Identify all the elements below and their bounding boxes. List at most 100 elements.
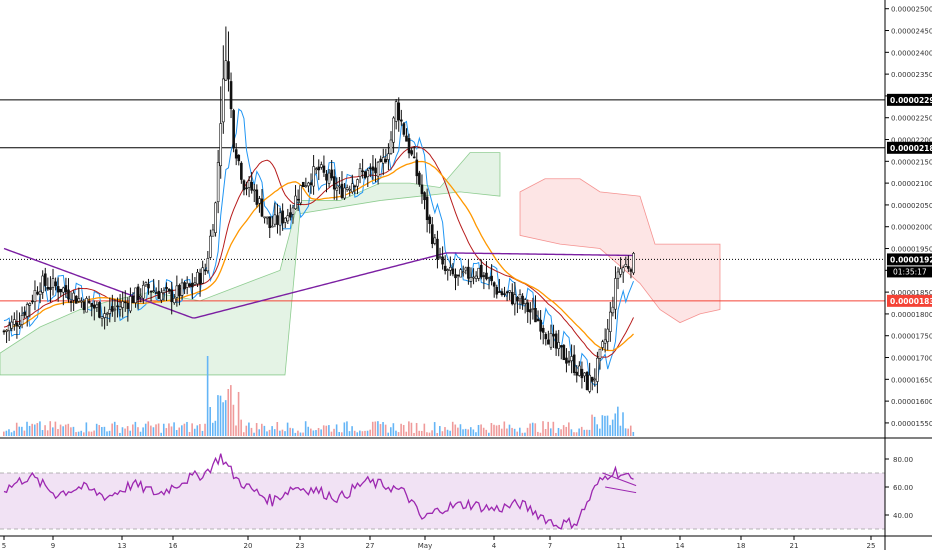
candle-body — [518, 294, 522, 300]
horizontal-levels — [0, 99, 885, 302]
candle-body — [322, 165, 326, 173]
time-tick-label: 11 — [617, 542, 626, 550]
candle-body — [152, 290, 155, 293]
volume-bar — [410, 422, 413, 436]
volume-bar — [75, 432, 77, 436]
volume-bar — [549, 428, 552, 436]
candle-body — [596, 357, 599, 382]
candle-body — [242, 180, 246, 191]
candle-body — [172, 297, 176, 304]
volume-bar — [28, 425, 31, 436]
candle-body — [606, 328, 610, 342]
volume-bar — [542, 421, 544, 436]
price-tick-label: 0.00001650 — [891, 376, 932, 384]
volume-bar — [609, 425, 611, 436]
candle-body — [206, 258, 210, 272]
candle-body — [348, 188, 352, 191]
candle-body — [126, 302, 130, 309]
candle-body — [430, 224, 434, 245]
candle-body — [229, 81, 233, 110]
volume-bar — [248, 422, 250, 436]
volume-bar — [477, 424, 480, 436]
candle-body — [281, 210, 284, 224]
volume-bar — [598, 428, 601, 436]
candle-body — [214, 202, 217, 233]
candle-body — [539, 319, 542, 332]
price-tick-label: 0.00002100 — [891, 180, 932, 188]
candle-body — [611, 306, 615, 314]
volume-bar — [36, 423, 39, 436]
candle-body — [456, 274, 460, 277]
volume-bar — [526, 427, 529, 436]
candle-body — [258, 198, 261, 204]
candle-body — [56, 286, 60, 293]
candle-body — [178, 285, 181, 297]
volume-bar — [379, 424, 382, 436]
volume-bar — [242, 432, 245, 436]
volume-bar — [539, 432, 542, 436]
rsi-tick-label: 40.00 — [893, 512, 913, 520]
candle-body — [170, 289, 173, 303]
volume-bar — [101, 427, 103, 436]
candle-body — [516, 297, 519, 302]
candle-body — [492, 282, 496, 287]
candle-body — [191, 282, 194, 288]
volume-bar — [132, 424, 134, 436]
volume-bar — [570, 429, 573, 436]
volume-bar — [395, 430, 397, 436]
candle-body — [33, 290, 37, 302]
candle-body — [198, 272, 202, 285]
volume-bar — [503, 421, 506, 436]
price-tick-label: 0.00002450 — [891, 28, 932, 36]
candle-body — [49, 287, 52, 290]
volume-bar — [250, 427, 253, 436]
volume-bar — [209, 407, 211, 436]
volume-bar — [382, 422, 384, 436]
volume-bar — [562, 425, 565, 436]
candle-body — [371, 166, 375, 171]
candle-body — [570, 356, 573, 362]
volume-bar — [557, 427, 560, 436]
candle-body — [183, 282, 186, 290]
volume-bar — [157, 423, 160, 436]
candle-body — [149, 290, 153, 293]
candle-body — [485, 272, 488, 280]
volume-bar — [129, 430, 132, 436]
countdown-bg — [887, 266, 932, 278]
candle-body — [366, 170, 370, 177]
volume-bar — [230, 385, 232, 436]
candle-body — [193, 282, 197, 285]
volume-bar — [493, 424, 495, 436]
volume-bar — [95, 423, 98, 436]
volume-bar — [286, 422, 289, 436]
candle-body — [412, 156, 416, 159]
volume-bar — [348, 431, 351, 436]
candle-body — [529, 309, 532, 313]
candle-body — [521, 295, 524, 305]
volume-bar — [423, 423, 426, 436]
volume-bar — [418, 430, 420, 436]
volume-bar — [33, 424, 36, 436]
candle-body — [237, 154, 241, 162]
volume-bar — [289, 427, 291, 436]
volume-bar — [444, 427, 446, 436]
rsi-tick-label: 80.00 — [893, 456, 913, 464]
volume-bar — [340, 432, 343, 436]
volume-bar — [237, 391, 240, 436]
volume-bar — [276, 422, 279, 436]
volume-bar — [85, 422, 88, 436]
volume-bar — [103, 426, 106, 436]
candle-body — [131, 295, 135, 304]
volume-bar — [490, 422, 493, 436]
candle-body — [544, 333, 548, 340]
candle-body — [7, 325, 11, 332]
volume-bar — [617, 406, 619, 436]
volume-bar — [374, 421, 377, 436]
candle-body — [410, 150, 413, 155]
volume-bar — [547, 421, 549, 436]
candle-body — [567, 360, 571, 363]
price-tick-label: 0.00002150 — [891, 158, 932, 166]
volume-bar — [44, 425, 46, 436]
candle-body — [103, 313, 106, 318]
